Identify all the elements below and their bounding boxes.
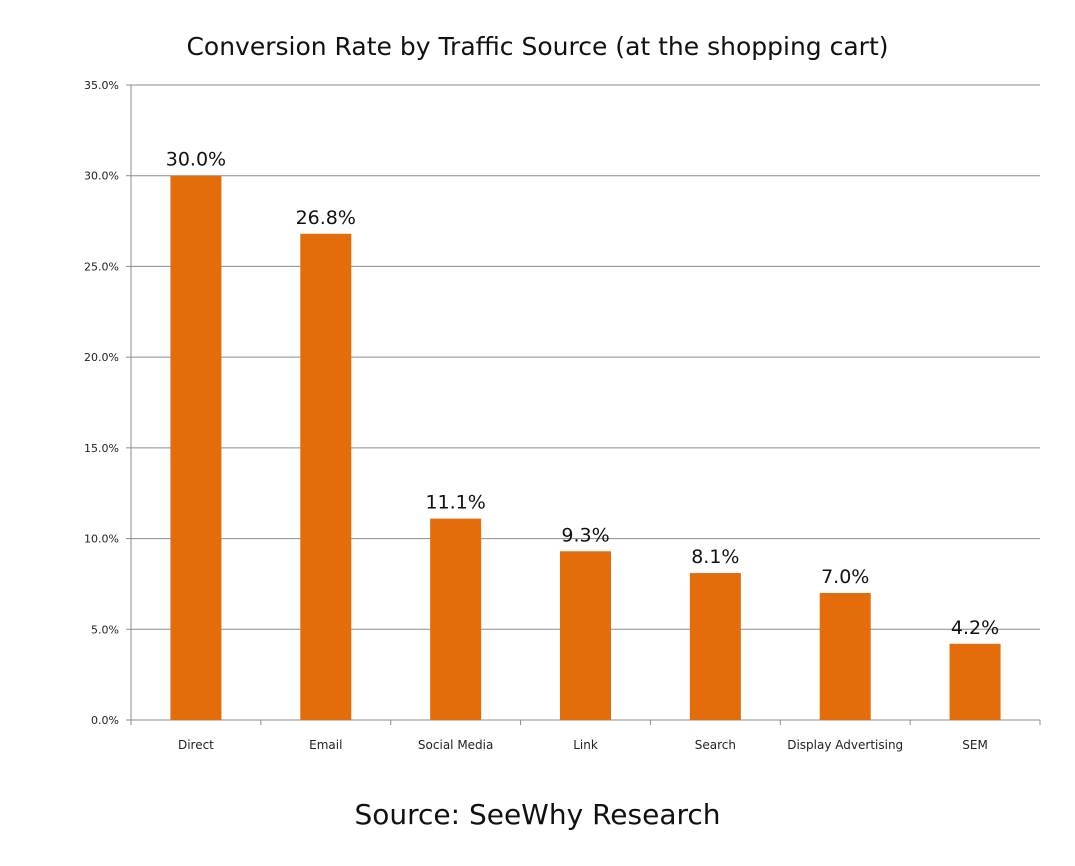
x-tick-label: Search (695, 738, 736, 752)
data-label: 9.3% (561, 524, 609, 546)
bar-link (560, 551, 611, 720)
bar-social-media (430, 518, 482, 720)
data-label: 7.0% (821, 566, 869, 588)
x-tick-label: Direct (178, 738, 214, 752)
chart-title: Conversion Rate by Traffic Source (at th… (186, 32, 889, 61)
bar-sem (949, 643, 1001, 720)
bar-direct (170, 175, 222, 720)
source-note: Source: SeeWhy Research (354, 798, 721, 831)
y-tick-label: 0.0% (91, 714, 119, 727)
x-tick-label: SEM (962, 738, 988, 752)
y-tick-label: 10.0% (84, 533, 119, 546)
x-tick-label: Social Media (418, 738, 493, 752)
y-tick-label: 30.0% (84, 170, 119, 183)
bar-search (689, 573, 741, 720)
y-tick-label: 15.0% (84, 442, 119, 455)
data-label: 30.0% (166, 149, 226, 171)
x-tick-label: Email (309, 738, 342, 752)
data-label: 26.8% (296, 207, 356, 229)
y-tick-label: 20.0% (84, 351, 119, 364)
data-label: 4.2% (951, 617, 999, 639)
bar-display-advertising (819, 593, 871, 720)
y-tick-label: 35.0% (84, 79, 119, 92)
bar-email (300, 233, 352, 720)
y-tick-label: 25.0% (84, 260, 119, 273)
data-label: 11.1% (425, 492, 485, 514)
y-tick-label: 5.0% (91, 623, 119, 636)
data-label: 8.1% (691, 546, 739, 568)
x-tick-label: Link (573, 738, 598, 752)
x-tick-label: Display Advertising (787, 738, 903, 752)
